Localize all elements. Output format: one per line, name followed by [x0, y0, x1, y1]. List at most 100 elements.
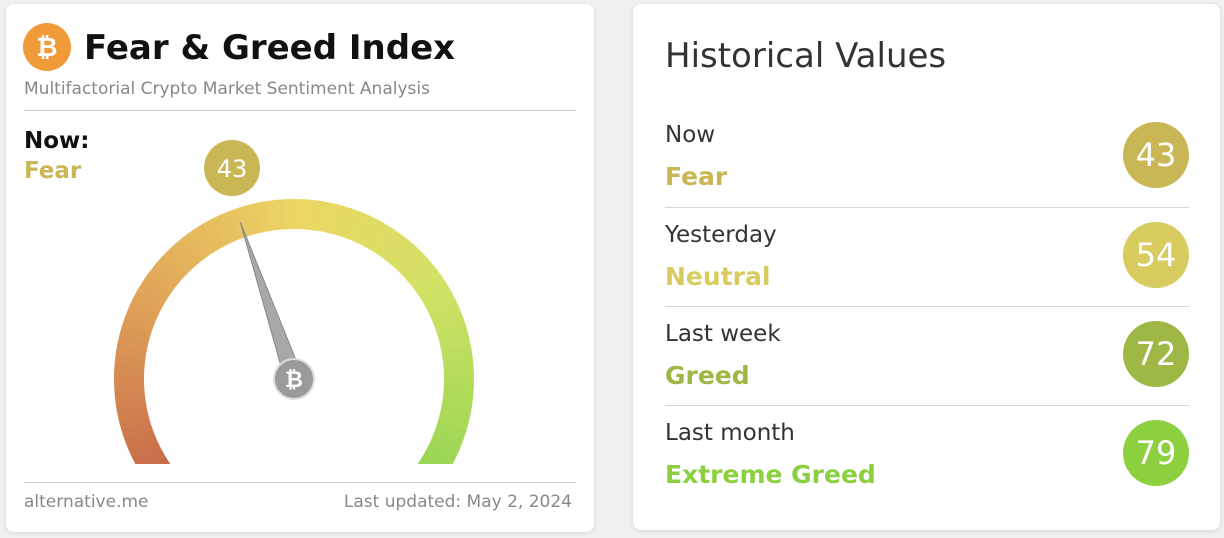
gauge-arc — [121, 420, 153, 440]
gauge-arc — [127, 435, 159, 458]
gauge-arc — [424, 444, 457, 464]
gauge-arc — [437, 326, 470, 345]
gauge-arc — [442, 354, 474, 368]
history-row: Now Fear 43 — [665, 108, 1189, 206]
classification: Neutral — [665, 262, 771, 291]
gauge-arc — [348, 211, 370, 243]
classification: Greed — [665, 361, 750, 390]
history-row: Last month Extreme Greed 79 — [665, 405, 1189, 504]
bitcoin-icon: ₿ — [23, 23, 71, 71]
gauge-arc — [443, 364, 474, 376]
gauge-arc — [417, 457, 432, 464]
source: alternative.me — [24, 492, 149, 512]
gauge-arc — [119, 325, 151, 343]
gauge-arc — [355, 215, 379, 247]
hub-icon: ₿ — [285, 368, 303, 393]
gauge-arc — [437, 414, 470, 432]
subtitle: Multifactorial Crypto Market Sentiment A… — [24, 79, 430, 99]
now-classification: Fear — [24, 158, 82, 184]
gauge-arc — [211, 214, 234, 246]
gauge-arc — [383, 234, 410, 265]
gauge-arc — [416, 275, 448, 301]
gauge-arc — [202, 218, 227, 250]
needle — [239, 221, 304, 383]
gauge-arc — [128, 298, 160, 321]
divider — [24, 482, 576, 483]
gauge-arc — [146, 266, 178, 293]
value-bubble — [204, 140, 260, 196]
gauge-arc — [434, 317, 467, 337]
gauge-arc — [411, 267, 442, 294]
historical-title: Historical Values — [665, 36, 947, 76]
gauge-arc — [428, 436, 461, 459]
needle-hub — [273, 358, 315, 400]
gauge-arc — [370, 223, 395, 255]
gauge-arc — [428, 299, 461, 322]
history-row: Yesterday Neutral 54 — [665, 207, 1189, 306]
period: Last week — [665, 321, 781, 347]
title: Fear & Greed Index — [84, 28, 456, 68]
gauge-arc — [131, 442, 163, 464]
gauge-arc — [406, 260, 437, 288]
gauge-arc — [165, 245, 194, 275]
gauge-arc — [333, 205, 352, 237]
gauge-arc — [325, 203, 343, 235]
history-row: Last week Greed 72 — [665, 306, 1189, 405]
now-label: Now: — [24, 128, 90, 154]
gauge-arc — [420, 283, 453, 308]
gauge-arc — [309, 200, 325, 232]
gauge-arc — [401, 253, 431, 282]
gauge-arc — [443, 373, 474, 385]
gauge-arc — [389, 240, 418, 270]
gauge-arc — [115, 343, 147, 359]
gauge-arc — [186, 228, 213, 259]
gauge-arc — [124, 307, 157, 328]
gauge-arc — [246, 202, 264, 235]
divider — [24, 110, 576, 111]
gauge-arc — [117, 334, 149, 351]
gauge-arc — [434, 421, 467, 441]
value-badge: 54 — [1123, 222, 1189, 288]
last-updated: Last updated: May 2, 2024 — [343, 492, 572, 512]
gauge: ₿ 43 — [113, 140, 474, 464]
gauge-card: ₿ Fear & Greed Index Multifactorial Cryp… — [6, 4, 594, 532]
gauge-arc — [114, 389, 146, 403]
value-badge: 43 — [1123, 122, 1189, 188]
gauge-arc — [274, 199, 288, 230]
gauge-arc — [431, 429, 464, 450]
classification: Fear — [665, 162, 728, 191]
gauge-arc — [113, 372, 145, 384]
historical-card: Historical Values Now Fear 43 Yesterday N… — [633, 4, 1220, 530]
gauge-arc — [441, 398, 473, 414]
gauge-arc — [118, 412, 151, 431]
now-value: 43 — [217, 155, 248, 183]
gauge-arc — [194, 223, 220, 254]
classification: Extreme Greed — [665, 460, 876, 489]
gauge-arc — [179, 233, 206, 264]
gauge-arc — [425, 291, 457, 315]
gauge-arc — [376, 228, 403, 260]
gauge-arc — [132, 290, 164, 314]
gauge-arc — [123, 428, 156, 449]
period: Now — [665, 122, 716, 148]
gauge-arc — [395, 246, 424, 276]
gauge-arc — [363, 219, 387, 251]
gauge-arc — [172, 239, 200, 269]
gauge-arc — [152, 259, 183, 287]
gauge-arc — [114, 381, 145, 393]
gauge-arc — [219, 210, 241, 243]
period: Yesterday — [665, 222, 777, 248]
value-badge: 72 — [1123, 321, 1189, 387]
svg-text:₿: ₿ — [36, 33, 57, 63]
gauge-arc — [432, 308, 464, 329]
gauge-arc — [420, 451, 450, 464]
gauge-arc — [136, 281, 168, 307]
gauge-arc — [121, 316, 154, 336]
value-badge: 79 — [1123, 420, 1189, 486]
gauge-arc — [158, 252, 188, 281]
gauge-arc — [341, 208, 361, 240]
period: Last month — [665, 420, 795, 446]
gauge-arc — [141, 273, 173, 300]
gauge-arc — [284, 199, 296, 230]
